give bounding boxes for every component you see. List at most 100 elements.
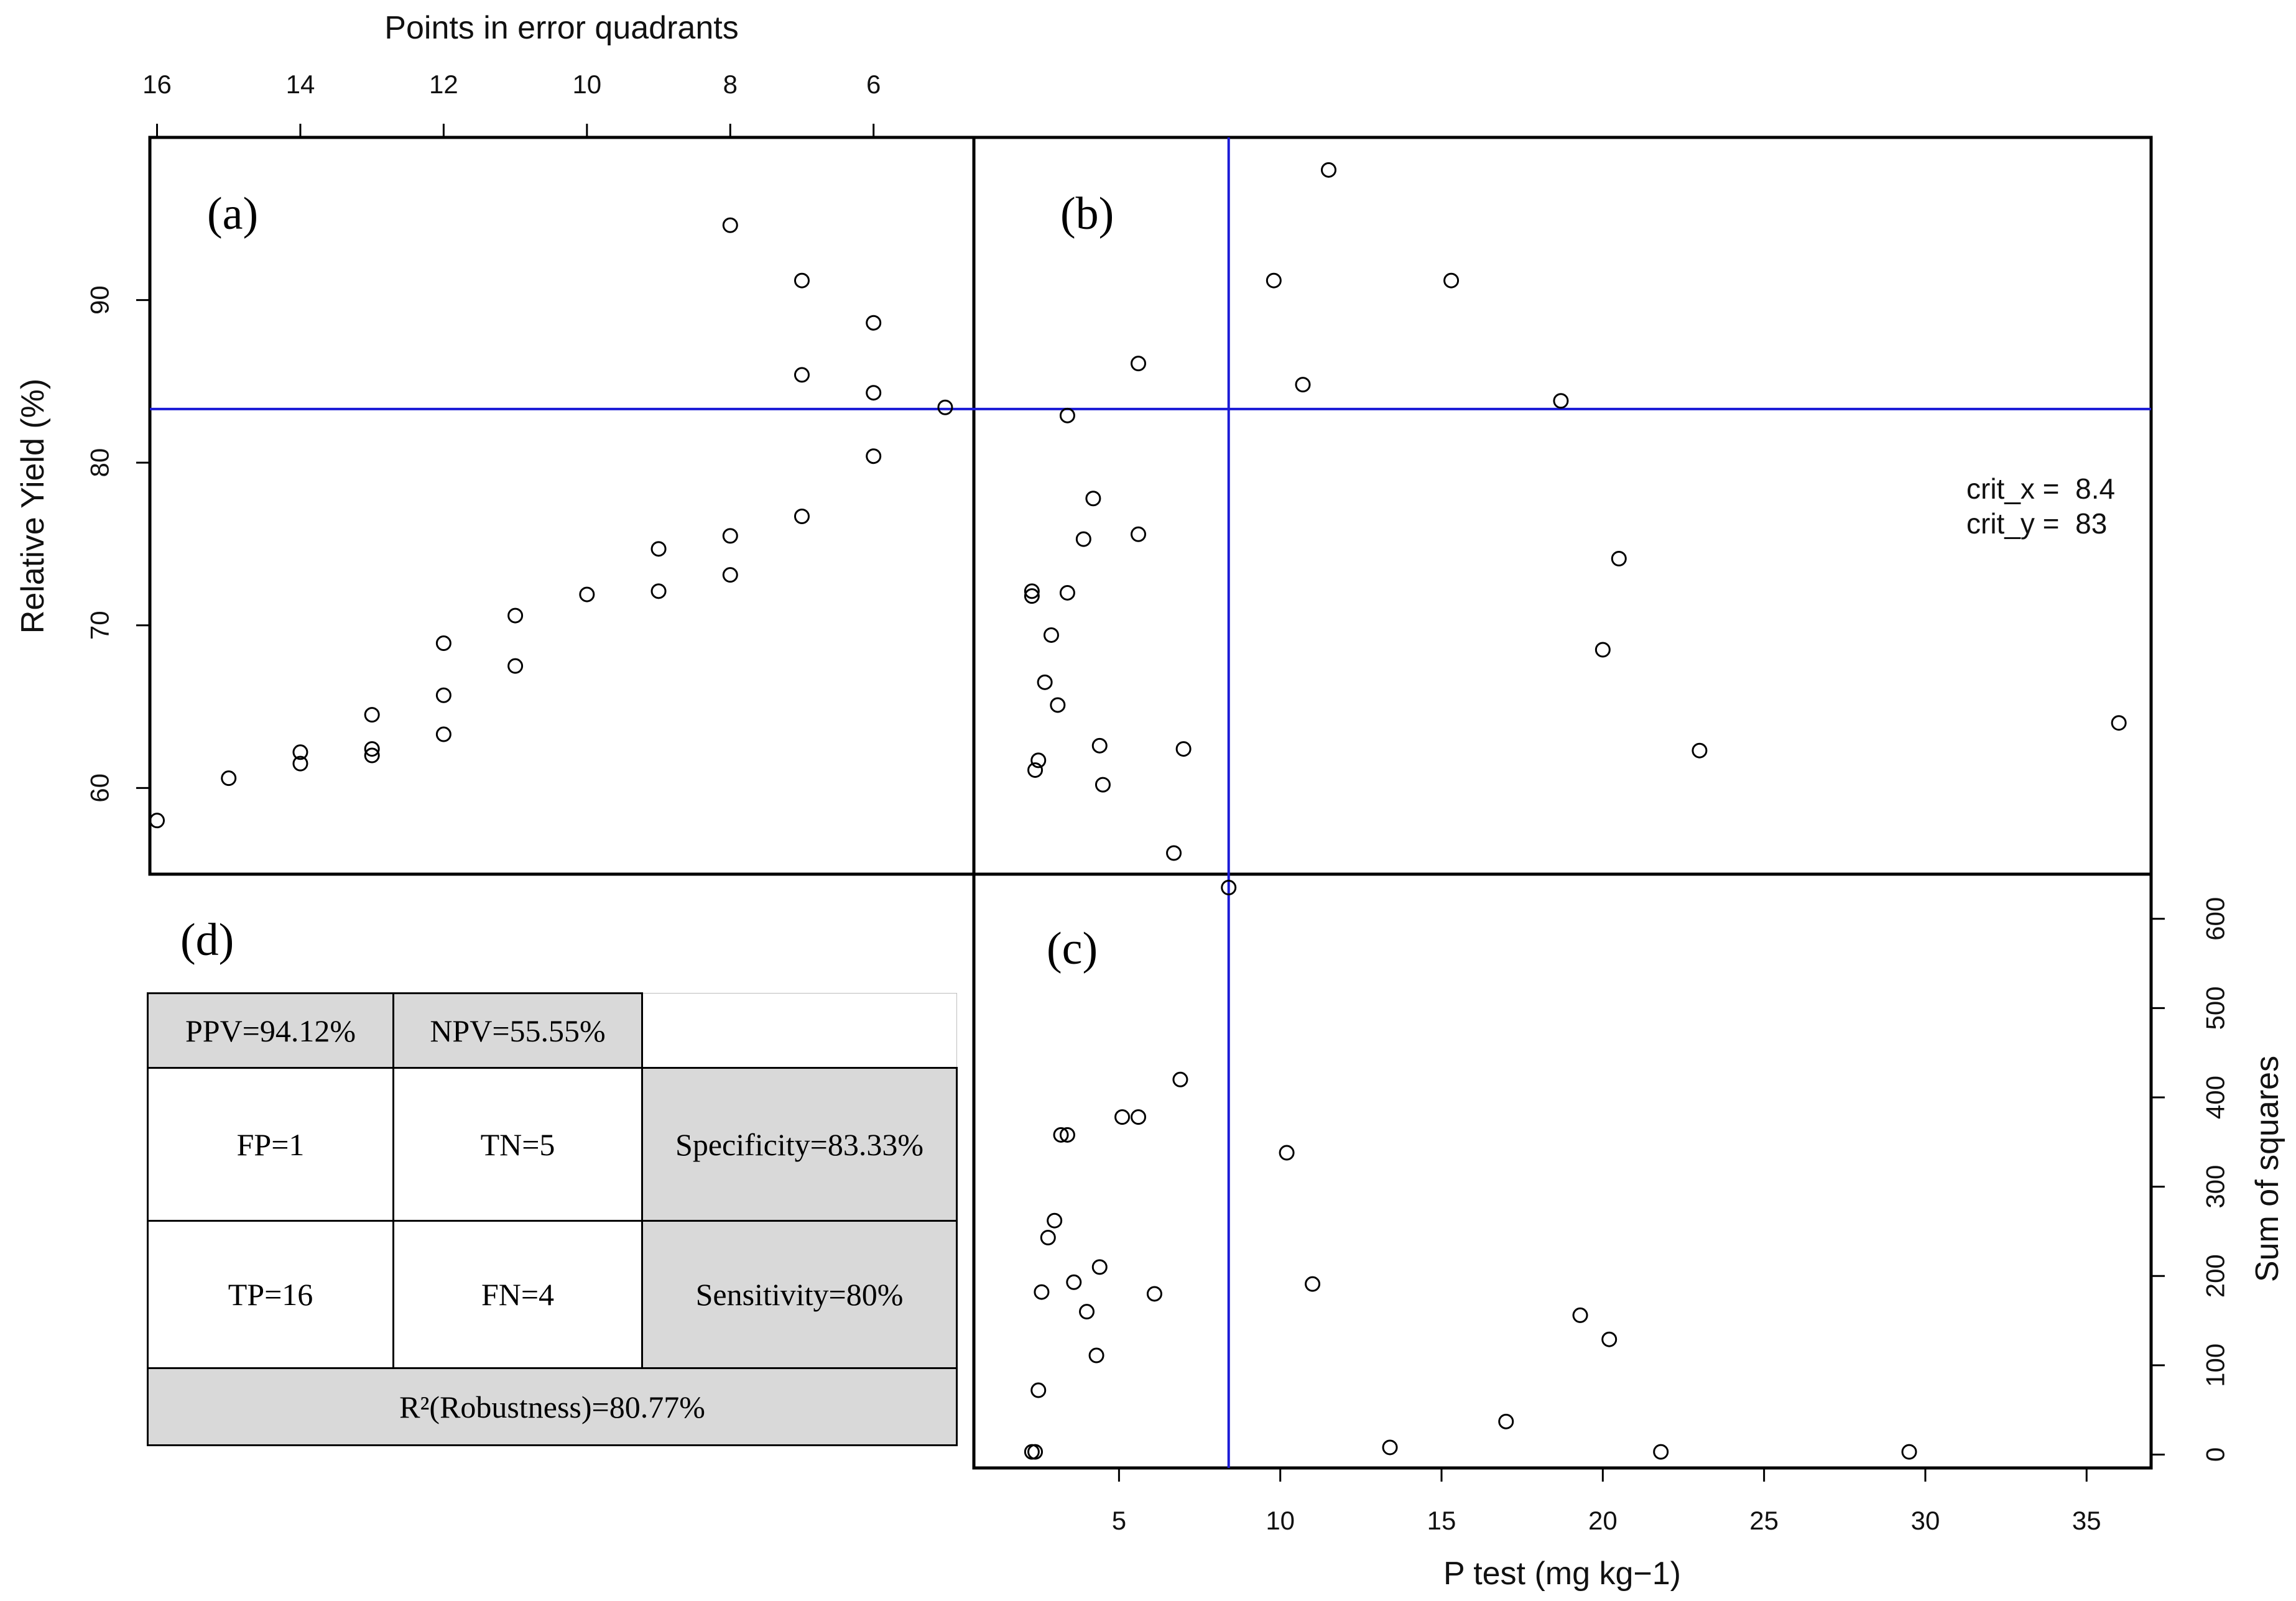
left-axis-title: Relative Yield (%) [15, 379, 51, 634]
data-point [292, 744, 308, 760]
data-point [1040, 1229, 1056, 1245]
data-point [937, 399, 953, 415]
panel-b-points [1024, 162, 2127, 861]
top-axis-title: Points in error quadrants [384, 10, 738, 46]
data-point [1595, 642, 1611, 658]
empty-cell [641, 993, 957, 1068]
data-point [1047, 1212, 1063, 1229]
bottom-tick-label: 20 [1588, 1506, 1618, 1535]
top-tick-label: 16 [142, 70, 172, 99]
data-point [722, 528, 738, 544]
data-point [1034, 1284, 1050, 1300]
data-point [1601, 1331, 1618, 1347]
data-point [507, 607, 524, 624]
data-point [1443, 272, 1460, 288]
data-point [794, 367, 810, 383]
crit-x-text: crit_x = 8.4 [1966, 473, 2115, 505]
confusion-table: PPV=94.12% NPV=55.55% FP=1 TN=5 Specific… [147, 992, 958, 1446]
top-tick-label: 6 [866, 70, 881, 99]
table-row: TP=16 FN=4 Sensitivity=80% [147, 1220, 958, 1369]
ppv-cell: PPV=94.12% [147, 992, 394, 1069]
tp-cell: TP=16 [147, 1220, 394, 1369]
top-tick-label: 8 [723, 70, 738, 99]
data-point [1059, 1127, 1075, 1143]
data-point [1172, 1071, 1188, 1087]
panel-c-axes: 5 10 15 20 25 30 35 0 100 200 300 400 500 600 [1112, 897, 2230, 1535]
data-point [1037, 674, 1053, 690]
data-point [1091, 1259, 1108, 1275]
data-point [507, 658, 524, 674]
right-tick-label: 500 [2201, 986, 2230, 1030]
robustness-cell: R²(Robustness)=80.77% [147, 1367, 958, 1446]
right-tick-label: 600 [2201, 897, 2230, 941]
bottom-tick-label: 5 [1112, 1506, 1126, 1535]
data-point [1030, 1382, 1047, 1398]
data-point [1024, 588, 1040, 604]
top-tick-label: 12 [429, 70, 458, 99]
data-point [650, 541, 667, 557]
data-point [1131, 1109, 1147, 1125]
data-point [866, 315, 882, 331]
panel-d-label: (d) [180, 915, 234, 966]
data-point [435, 635, 451, 652]
top-tick-label: 10 [572, 70, 601, 99]
data-point [1901, 1444, 1917, 1460]
data-point [794, 509, 810, 525]
data-point [1320, 162, 1336, 178]
bottom-tick-label: 35 [2072, 1506, 2101, 1535]
data-point [1114, 1109, 1131, 1125]
data-point [1553, 393, 1569, 409]
data-point [1027, 1444, 1044, 1460]
data-point [1221, 880, 1237, 896]
data-point [1572, 1307, 1588, 1323]
data-point [364, 741, 380, 757]
specificity-cell: Specificity=83.33% [641, 1067, 958, 1222]
panel-a-frame [148, 136, 976, 876]
data-point [1075, 531, 1091, 547]
right-tick-label: 400 [2201, 1076, 2230, 1119]
table-row: R²(Robustness)=80.77% [147, 1367, 958, 1446]
fp-cell: FP=1 [147, 1067, 394, 1222]
data-point [1692, 742, 1708, 759]
data-point [1611, 551, 1627, 567]
data-point [221, 770, 237, 787]
data-point [1653, 1444, 1669, 1460]
data-point [1059, 584, 1075, 601]
table-row: FP=1 TN=5 Specificity=83.33% [147, 1067, 958, 1222]
panel-c-frame [972, 872, 2153, 1470]
data-point [866, 385, 882, 401]
data-point [1053, 1127, 1069, 1143]
data-point [650, 583, 667, 599]
left-tick-label: 60 [85, 773, 114, 803]
data-point [1024, 583, 1040, 599]
panel-a-points [149, 217, 953, 829]
panel-b-label: (b) [1060, 188, 1114, 239]
data-point [1088, 1347, 1104, 1363]
data-point [1295, 377, 1311, 393]
data-point [1498, 1413, 1514, 1429]
right-tick-label: 200 [2201, 1254, 2230, 1298]
bottom-tick-label: 30 [1911, 1506, 1940, 1535]
data-point [1043, 627, 1059, 643]
data-point [2111, 715, 2127, 731]
data-point [722, 567, 738, 583]
data-point [1050, 697, 1066, 713]
data-point [1146, 1286, 1162, 1302]
top-tick-label: 14 [286, 70, 315, 99]
data-point [292, 755, 308, 772]
bottom-tick-label: 15 [1427, 1506, 1456, 1535]
critical-lines [150, 137, 2151, 1468]
left-tick-label: 70 [85, 611, 114, 640]
panel-a-label: (a) [207, 188, 258, 239]
npv-cell: NPV=55.55% [392, 992, 643, 1069]
sensitivity-cell: Sensitivity=80% [641, 1220, 958, 1369]
right-tick-label: 100 [2201, 1344, 2230, 1387]
data-point [1266, 272, 1282, 288]
data-point [1131, 526, 1147, 542]
data-point [435, 687, 451, 703]
data-point [866, 448, 882, 464]
left-tick-label: 90 [85, 285, 114, 315]
bottom-tick-label: 25 [1749, 1506, 1779, 1535]
left-tick-label: 80 [85, 448, 114, 478]
data-point [1091, 737, 1108, 754]
